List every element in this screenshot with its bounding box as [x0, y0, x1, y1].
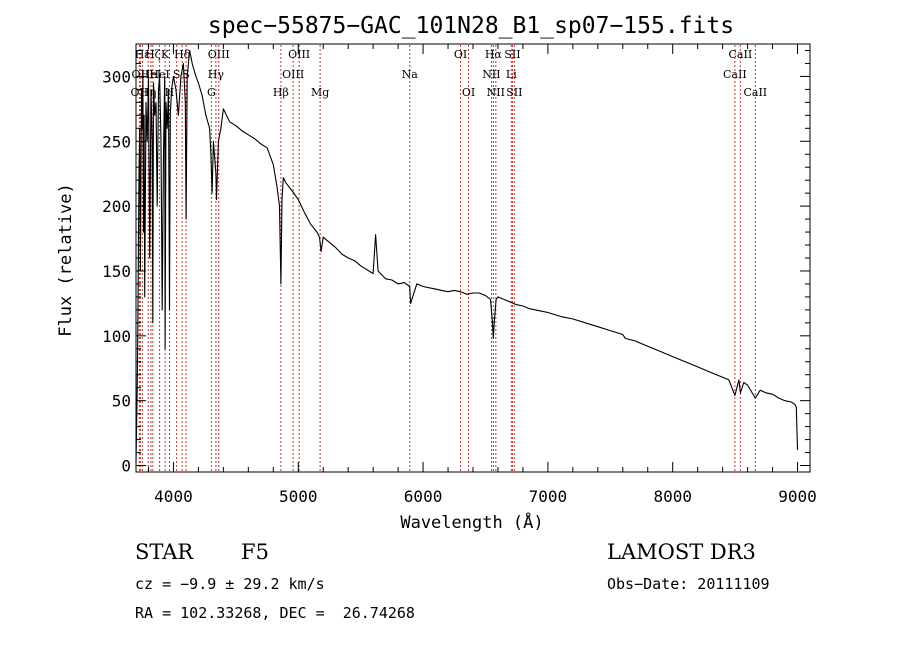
- y-axis-ticks: 0 50 100 150 200 250 300: [102, 49, 810, 476]
- emission-line-label: Hε: [135, 48, 151, 61]
- spectral-subclass: F5: [241, 540, 269, 564]
- y-tick-label: 200: [102, 197, 131, 216]
- coordinates-text: RA = 102.33268, DEC = 26.74268: [135, 604, 415, 622]
- survey-name: LAMOST DR3: [607, 540, 756, 564]
- x-tick-label: 4000: [154, 487, 193, 506]
- emission-line-labels: OIIOIIHεHηHeIHζHeIKHSHδSGHγOIIIHβOIIIOII…: [131, 48, 768, 99]
- emission-line-label: OI: [462, 86, 475, 99]
- y-tick-label: 300: [102, 67, 131, 86]
- emission-line-label: Na: [402, 68, 419, 81]
- emission-line-label: OII: [131, 86, 149, 99]
- emission-line-label: H: [165, 86, 175, 99]
- emission-line-label: HeI: [141, 68, 161, 81]
- emission-line-label: Hα: [485, 48, 503, 61]
- spectrum-line: [135, 49, 799, 463]
- y-tick-label: 0: [121, 457, 131, 476]
- object-type: STAR: [135, 540, 194, 564]
- y-tick-label: 50: [112, 392, 131, 411]
- x-tick-label: 9000: [778, 487, 817, 506]
- x-tick-label: 5000: [279, 487, 318, 506]
- chart-title: spec−55875−GAC_101N28_B1_sp07−155.fits: [208, 13, 734, 39]
- plot-frame: [135, 43, 811, 473]
- emission-line-label: OIII: [208, 48, 230, 61]
- obs-date-text: Obs−Date: 20111109: [607, 575, 770, 593]
- emission-line-label: Hδ: [174, 48, 191, 61]
- emission-line-label: CaII: [723, 68, 747, 81]
- emission-line-markers: [138, 45, 756, 472]
- emission-line-label: S: [173, 68, 181, 81]
- emission-line-label: SII: [504, 48, 520, 61]
- emission-line-label: K: [161, 48, 170, 61]
- y-axis-label: Flux (relative): [56, 183, 76, 337]
- emission-line-label: OIII: [282, 68, 304, 81]
- emission-line-label: S: [182, 68, 190, 81]
- y-tick-label: 100: [102, 327, 131, 346]
- x-tick-label: 6000: [404, 487, 443, 506]
- x-tick-label: 7000: [529, 487, 568, 506]
- emission-line-label: CaII: [743, 86, 767, 99]
- emission-line-label: SII: [506, 86, 522, 99]
- emission-line-label: Hβ: [273, 86, 289, 99]
- y-tick-label: 250: [102, 132, 131, 151]
- emission-line-label: G: [207, 86, 216, 99]
- emission-line-label: Mg: [311, 86, 329, 99]
- emission-line-label: NII: [482, 68, 500, 81]
- x-axis-ticks: 4000 5000 6000 7000 8000 9000: [147, 44, 817, 506]
- x-axis-label: Wavelength (Å): [400, 511, 543, 533]
- x-tick-label: 8000: [653, 487, 692, 506]
- redshift-text: cz = −9.9 ± 29.2 km/s: [135, 575, 325, 593]
- emission-line-label: Hγ: [208, 68, 225, 81]
- emission-line-label: Hζ: [145, 48, 161, 61]
- emission-line-label: OIII: [288, 48, 310, 61]
- emission-line-label: NII: [487, 86, 505, 99]
- y-tick-label: 150: [102, 262, 131, 281]
- emission-line-label: CaII: [729, 48, 753, 61]
- emission-line-label: OI: [454, 48, 467, 61]
- emission-line-label: Li: [506, 68, 517, 81]
